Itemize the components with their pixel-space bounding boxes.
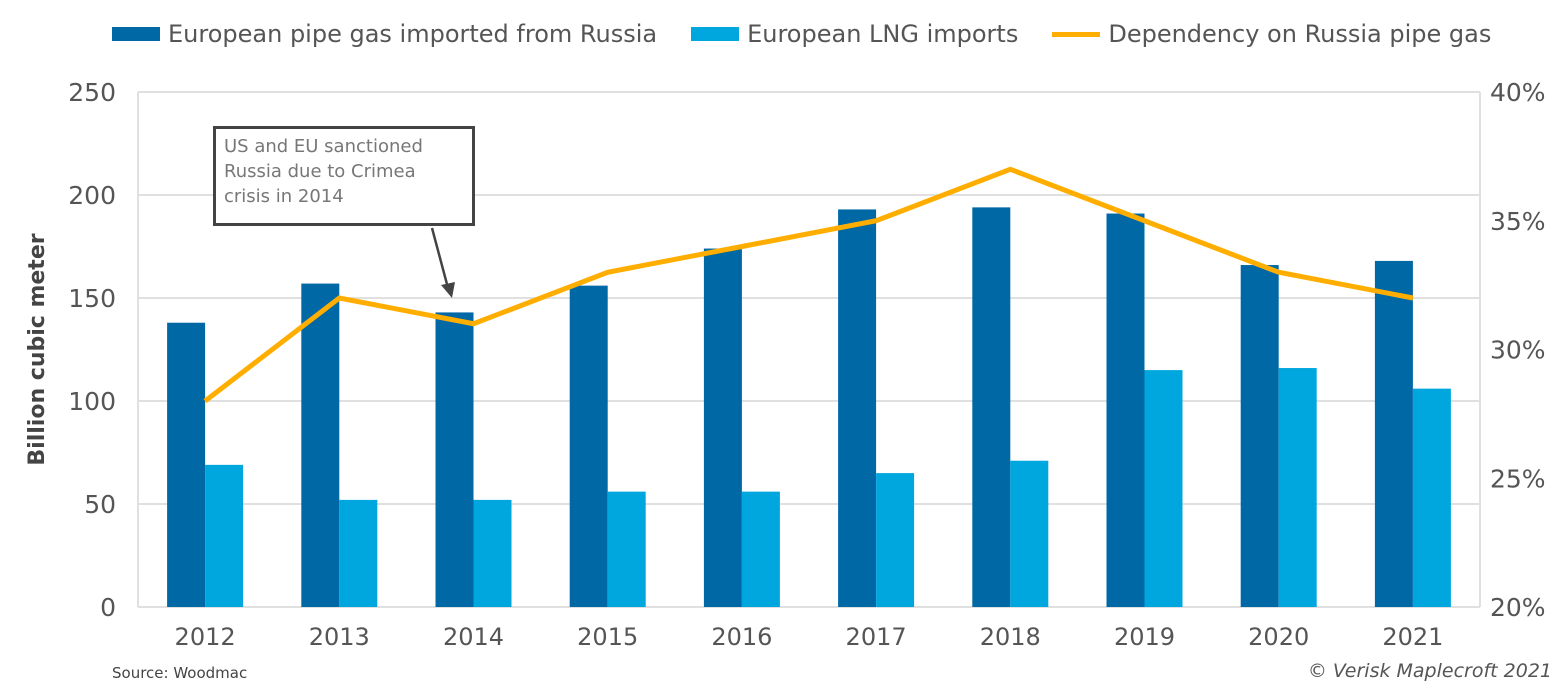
x-tick-label: 2019	[1114, 623, 1175, 651]
legend-item-dependency: Dependency on Russia pipe gas	[1052, 20, 1491, 48]
y-tick-label: 100	[68, 387, 116, 416]
x-tick-label: 2013	[309, 623, 370, 651]
x-tick-label: 2018	[980, 623, 1041, 651]
y-axis-title: Billion cubic meter	[25, 233, 50, 465]
y-tick-label: 250	[68, 78, 116, 107]
bar-pipe-2017	[838, 209, 877, 608]
bar-pipe-2020	[1240, 265, 1279, 607]
annotation-box: US and EU sanctioned Russia due to Crime…	[213, 126, 475, 226]
legend-label-pipe: European pipe gas imported from Russia	[168, 20, 658, 48]
bar-lng-2021	[1412, 388, 1451, 607]
y2-tick-label: 30%	[1490, 336, 1546, 365]
bar-pipe-2013	[301, 283, 340, 607]
x-tick-label: 2017	[846, 623, 907, 651]
source-note: Source: Woodmac	[112, 664, 248, 682]
legend-item-pipe: European pipe gas imported from Russia	[112, 20, 657, 48]
legend-item-lng: European LNG imports	[691, 20, 1018, 48]
x-tick-label: 2014	[443, 623, 504, 651]
bar-pipe-2019	[1106, 213, 1145, 608]
x-tick-label: 2021	[1382, 623, 1443, 651]
y-tick-label: 150	[68, 284, 116, 313]
bar-lng-2015	[607, 491, 646, 607]
y-tick-label: 0	[100, 593, 116, 622]
bar-lng-2013	[339, 499, 378, 607]
legend-swatch-pipe	[112, 27, 160, 41]
y-tick-label: 50	[84, 490, 116, 519]
y2-tick-label: 35%	[1490, 207, 1546, 236]
copyright: © Verisk Maplecroft 2021	[1307, 660, 1552, 682]
bar-pipe-2018	[972, 207, 1011, 608]
x-tick-label: 2020	[1248, 623, 1309, 651]
legend-label-lng: European LNG imports	[747, 20, 1019, 48]
bar-pipe-2016	[703, 248, 742, 607]
legend: European pipe gas imported from Russia E…	[112, 20, 1491, 48]
bar-pipe-2014	[435, 312, 474, 607]
annotation-arrow-head	[441, 282, 455, 298]
y2-tick-label: 40%	[1490, 78, 1546, 107]
bar-lng-2012	[205, 464, 244, 607]
annotation-arrow-line	[430, 227, 450, 289]
bar-lng-2020	[1278, 368, 1317, 607]
y2-tick-label: 20%	[1490, 593, 1546, 622]
bar-lng-2016	[741, 491, 780, 607]
bar-pipe-2015	[569, 285, 608, 607]
bar-lng-2018	[1010, 460, 1049, 607]
legend-label-dependency: Dependency on Russia pipe gas	[1108, 20, 1492, 48]
bar-lng-2017	[876, 473, 915, 607]
y2-tick-label: 25%	[1490, 464, 1546, 493]
x-tick-label: 2012	[175, 623, 236, 651]
y-tick-label: 200	[68, 181, 116, 210]
legend-swatch-lng	[691, 27, 740, 41]
bar-lng-2014	[473, 499, 512, 607]
bar-pipe-2012	[167, 322, 206, 607]
x-tick-label: 2016	[711, 623, 772, 651]
bar-lng-2019	[1144, 370, 1183, 607]
x-tick-label: 2015	[577, 623, 638, 651]
legend-swatch-dependency	[1052, 31, 1101, 37]
bar-pipe-2021	[1374, 260, 1413, 607]
line-dependency	[203, 166, 1414, 403]
